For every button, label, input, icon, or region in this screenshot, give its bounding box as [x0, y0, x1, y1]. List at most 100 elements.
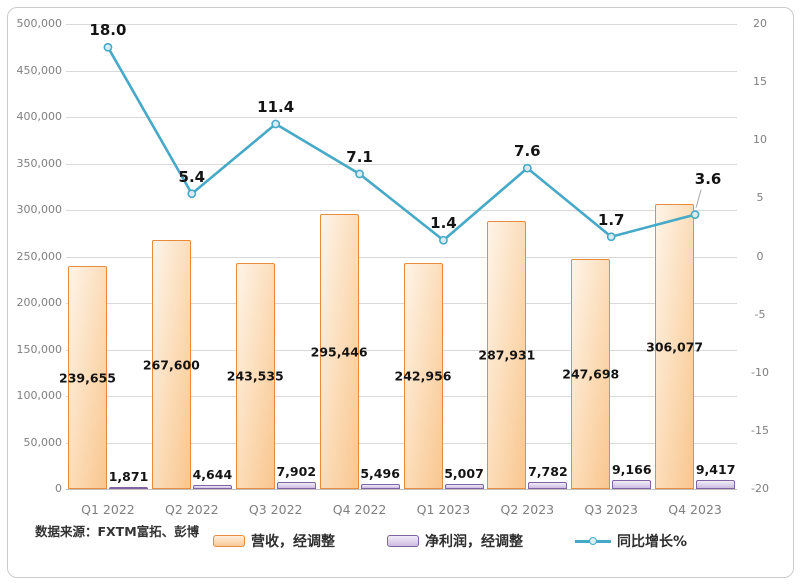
legend-item-profit: 净利润，经调整	[386, 531, 523, 551]
yoy-value-label: 1.4	[430, 214, 457, 233]
yoy-value-label: 18.0	[89, 21, 127, 40]
x-axis-label: Q1 2023	[416, 502, 471, 517]
gridline	[66, 256, 737, 258]
legend-label-profit: 净利润，经调整	[424, 534, 523, 550]
revenue-bar	[571, 258, 611, 489]
gridline	[66, 349, 737, 351]
yoy-value-label: 5.4	[178, 167, 206, 186]
revenue-value-label: 247,698	[562, 366, 620, 382]
profit-value-label: 7,902	[276, 463, 317, 479]
yoy-marker	[690, 210, 700, 220]
legend-label-revenue: 营收，经调整	[250, 534, 335, 550]
profit-bar	[276, 481, 316, 489]
x-axis-label: Q4 2023	[668, 502, 722, 517]
yoy-value-label: 7.6	[514, 142, 541, 161]
revenue-value-label: 295,446	[310, 344, 368, 360]
profit-value-label: 1,871	[108, 469, 149, 484]
right-axis-tick: 15	[753, 75, 767, 89]
yoy-marker	[271, 119, 281, 129]
revenue-value-label: 306,077	[646, 339, 704, 355]
gridline	[66, 70, 737, 72]
profit-bar	[444, 484, 484, 489]
plot-area: 239,655 267,600 243,535 295,446 242,956 287,9…	[59, 24, 737, 490]
left-axis-tick: 100,000	[16, 389, 63, 402]
revenue-value-label: 287,931	[478, 347, 536, 363]
legend-item-revenue: 营收，经调整	[212, 531, 335, 551]
gridline	[66, 117, 737, 118]
profit-bar	[109, 487, 148, 489]
yoy-value-label: 3.6	[694, 169, 722, 188]
profit-bar	[612, 480, 652, 489]
profit-value-label: 9,417	[695, 462, 736, 478]
left-axis-tick: 450,000	[16, 63, 63, 77]
left-axis-tick: 200,000	[16, 296, 63, 309]
yoy-line	[106, 46, 696, 242]
left-axis-tick: 150,000	[16, 342, 63, 356]
profit-bar	[360, 483, 400, 489]
revenue-bar	[235, 262, 275, 489]
yoy-marker	[355, 169, 364, 179]
gridline	[66, 442, 737, 444]
right-axis-tick: 20	[753, 17, 767, 30]
left-axis-tick: 0	[55, 482, 62, 495]
right-axis-tick: 5	[756, 191, 764, 205]
left-axis-tick: 250,000	[16, 249, 63, 263]
yoy-marker	[522, 163, 532, 173]
revenue-bar	[68, 266, 107, 489]
revenue-bar	[403, 263, 443, 489]
yoy-value-label: 11.4	[257, 97, 295, 116]
x-axis-label: Q2 2023	[500, 502, 555, 517]
yoy-line-layer	[103, 42, 702, 245]
right-axis-tick: -20	[751, 482, 769, 495]
legend-item-yoy: 同比增长%	[574, 531, 688, 551]
revenue-bar	[487, 221, 527, 489]
x-axis-label: Q1 2022	[81, 502, 135, 517]
left-axis-tick: 300,000	[16, 203, 63, 216]
yoy-marker	[606, 232, 616, 242]
left-axis-tick: 400,000	[16, 110, 63, 123]
legend-label-yoy: 同比增长%	[616, 534, 688, 550]
yoy-value-label: 1.7	[597, 210, 625, 229]
profit-value-label: 5,007	[444, 466, 484, 482]
label-leader-line	[695, 189, 702, 208]
gridline	[66, 24, 737, 25]
revenue-bar	[319, 214, 359, 489]
revenue-value-label: 267,600	[142, 357, 200, 373]
gridline	[66, 489, 737, 490]
profit-bar	[192, 484, 232, 489]
legend: 营收，经调整 净利润，经调整 同比增长%	[170, 531, 730, 551]
gridline	[66, 210, 737, 211]
profit-swatch-icon	[386, 535, 419, 547]
yoy-value-label: 7.1	[346, 147, 373, 166]
right-axis-tick: -5	[754, 307, 766, 321]
right-axis-tick: 0	[756, 249, 764, 263]
yoy-marker	[103, 42, 113, 52]
profit-value-label: 5,496	[360, 465, 400, 481]
x-axis-label: Q2 2022	[165, 502, 219, 517]
profit-bar	[528, 481, 568, 489]
revenue-value-label: 242,956	[394, 368, 452, 384]
gridline	[66, 163, 737, 165]
revenue-value-label: 239,655	[59, 370, 116, 386]
profit-bar	[696, 480, 736, 489]
right-axis-tick: -15	[751, 423, 769, 437]
right-axis-tick: -10	[751, 365, 769, 379]
revenue-value-label: 243,535	[226, 368, 284, 384]
left-axis-tick: 500,000	[16, 17, 63, 30]
yoy-marker	[187, 189, 197, 199]
left-axis-tick: 50,000	[23, 435, 63, 449]
x-axis-label: Q3 2023	[584, 502, 638, 517]
profit-value-label: 4,644	[192, 466, 233, 482]
source-note: 数据来源：FXTM富拓、彭博	[35, 524, 200, 539]
left-axis-tick: 350,000	[16, 156, 63, 170]
line-marker-icon	[574, 535, 611, 547]
gridline	[66, 396, 737, 397]
yoy-marker	[439, 235, 448, 245]
gridline	[66, 303, 737, 304]
x-axis-label: Q3 2022	[248, 502, 303, 517]
revenue-bar	[151, 240, 191, 489]
right-axis-tick: 10	[753, 133, 767, 147]
profit-value-label: 9,166	[611, 462, 652, 478]
x-axis-label: Q4 2022	[332, 502, 387, 517]
